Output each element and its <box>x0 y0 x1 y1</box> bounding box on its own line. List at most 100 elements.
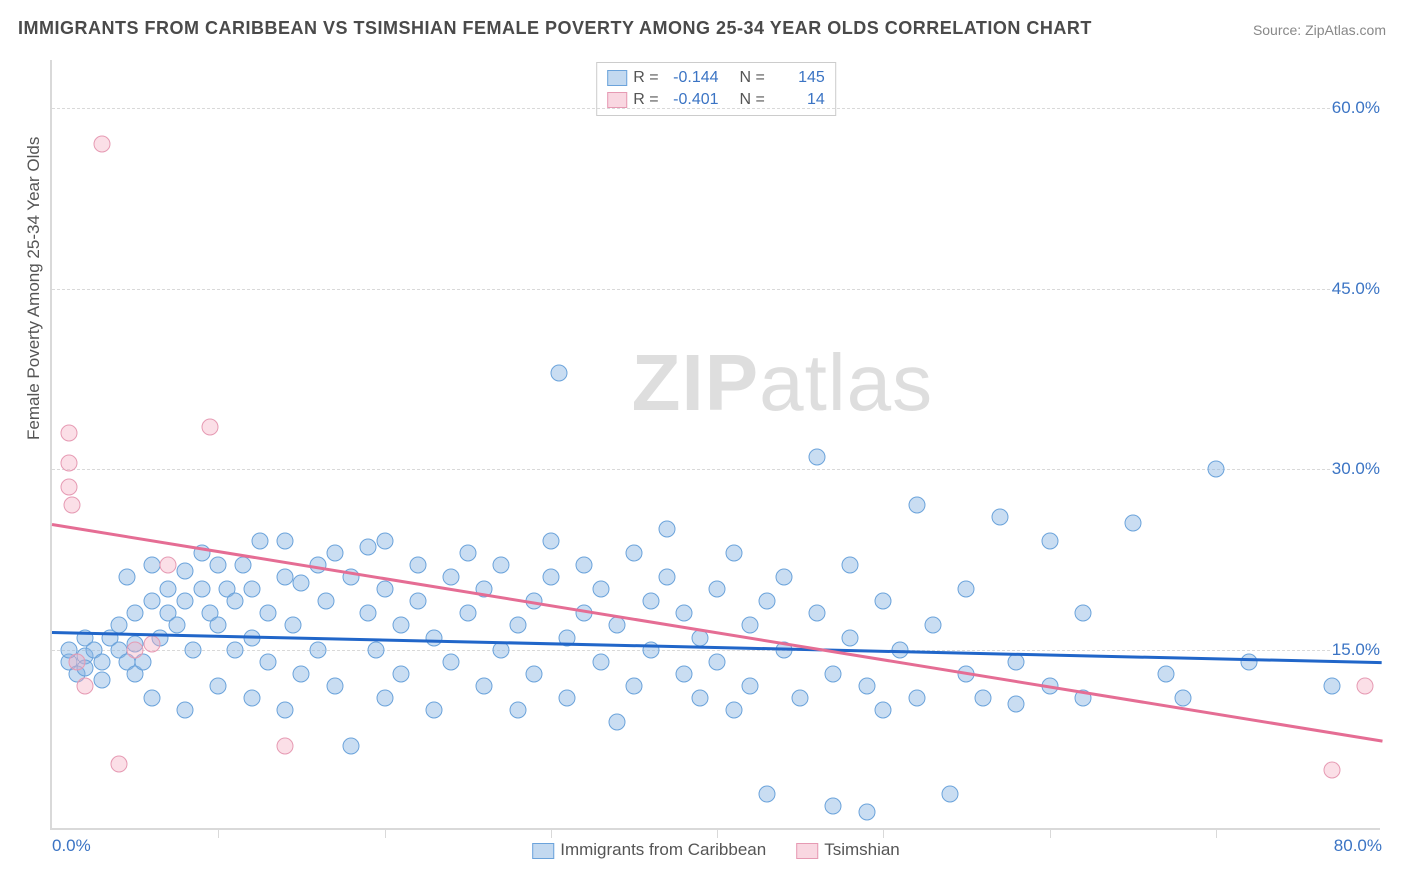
data-point <box>201 418 218 435</box>
data-point <box>226 641 243 658</box>
data-point <box>210 617 227 634</box>
y-tick-label: 60.0% <box>1330 98 1382 118</box>
data-point <box>160 557 177 574</box>
data-point <box>177 701 194 718</box>
gridline <box>52 650 1380 651</box>
watermark: ZIPatlas <box>632 337 933 429</box>
data-point <box>177 593 194 610</box>
data-point <box>193 581 210 598</box>
data-point <box>393 665 410 682</box>
data-point <box>775 569 792 586</box>
data-point <box>875 593 892 610</box>
data-point <box>758 593 775 610</box>
data-point <box>393 617 410 634</box>
data-point <box>609 617 626 634</box>
data-point <box>858 803 875 820</box>
data-point <box>210 557 227 574</box>
watermark-rest: atlas <box>759 338 933 427</box>
data-point <box>443 653 460 670</box>
data-point <box>127 605 144 622</box>
data-point <box>709 581 726 598</box>
data-point <box>958 581 975 598</box>
data-point <box>1324 761 1341 778</box>
data-point <box>310 641 327 658</box>
x-tick <box>1050 828 1051 838</box>
data-point <box>326 677 343 694</box>
data-point <box>758 785 775 802</box>
series-legend: Immigrants from Caribbean Tsimshian <box>532 840 900 860</box>
gridline <box>52 289 1380 290</box>
data-point <box>725 545 742 562</box>
data-point <box>476 677 493 694</box>
x-tick <box>883 828 884 838</box>
data-point <box>93 136 110 153</box>
data-point <box>459 545 476 562</box>
data-point <box>576 557 593 574</box>
data-point <box>509 701 526 718</box>
data-point <box>143 635 160 652</box>
data-point <box>426 629 443 646</box>
gridline <box>52 469 1380 470</box>
data-point <box>251 533 268 550</box>
data-point <box>492 557 509 574</box>
data-point <box>742 617 759 634</box>
data-point <box>559 689 576 706</box>
data-point <box>60 424 77 441</box>
data-point <box>376 689 393 706</box>
data-point <box>293 665 310 682</box>
data-point <box>293 575 310 592</box>
data-point <box>376 581 393 598</box>
legend-item-tsimshian: Tsimshian <box>796 840 900 860</box>
data-point <box>359 605 376 622</box>
data-point <box>526 665 543 682</box>
x-tick <box>1216 828 1217 838</box>
data-point <box>509 617 526 634</box>
swatch-icon <box>796 843 818 859</box>
data-point <box>276 701 293 718</box>
watermark-bold: ZIP <box>632 338 759 427</box>
data-point <box>243 689 260 706</box>
x-tick <box>551 828 552 838</box>
data-point <box>675 605 692 622</box>
data-point <box>68 653 85 670</box>
data-point <box>542 569 559 586</box>
data-point <box>343 737 360 754</box>
data-point <box>742 677 759 694</box>
data-point <box>542 533 559 550</box>
data-point <box>842 557 859 574</box>
data-point <box>1174 689 1191 706</box>
data-point <box>143 689 160 706</box>
data-point <box>210 677 227 694</box>
data-point <box>659 569 676 586</box>
data-point <box>260 653 277 670</box>
data-point <box>226 593 243 610</box>
data-point <box>243 581 260 598</box>
legend-item-caribbean: Immigrants from Caribbean <box>532 840 766 860</box>
swatch-icon <box>607 70 627 86</box>
data-point <box>1074 605 1091 622</box>
data-point <box>276 533 293 550</box>
data-point <box>118 569 135 586</box>
data-point <box>326 545 343 562</box>
data-point <box>659 521 676 538</box>
n-value: 145 <box>771 67 825 89</box>
legend-label: Immigrants from Caribbean <box>560 840 766 859</box>
data-point <box>709 653 726 670</box>
data-point <box>1357 677 1374 694</box>
y-tick-label: 30.0% <box>1330 459 1382 479</box>
data-point <box>459 605 476 622</box>
x-axis-start-label: 0.0% <box>52 836 91 856</box>
x-tick <box>385 828 386 838</box>
data-point <box>808 605 825 622</box>
data-point <box>625 677 642 694</box>
data-point <box>60 455 77 472</box>
data-point <box>551 364 568 381</box>
data-point <box>692 689 709 706</box>
data-point <box>875 701 892 718</box>
data-point <box>235 557 252 574</box>
data-point <box>725 701 742 718</box>
legend-row-blue: R = -0.144 N = 145 <box>607 67 825 89</box>
data-point <box>858 677 875 694</box>
data-point <box>925 617 942 634</box>
data-point <box>143 557 160 574</box>
